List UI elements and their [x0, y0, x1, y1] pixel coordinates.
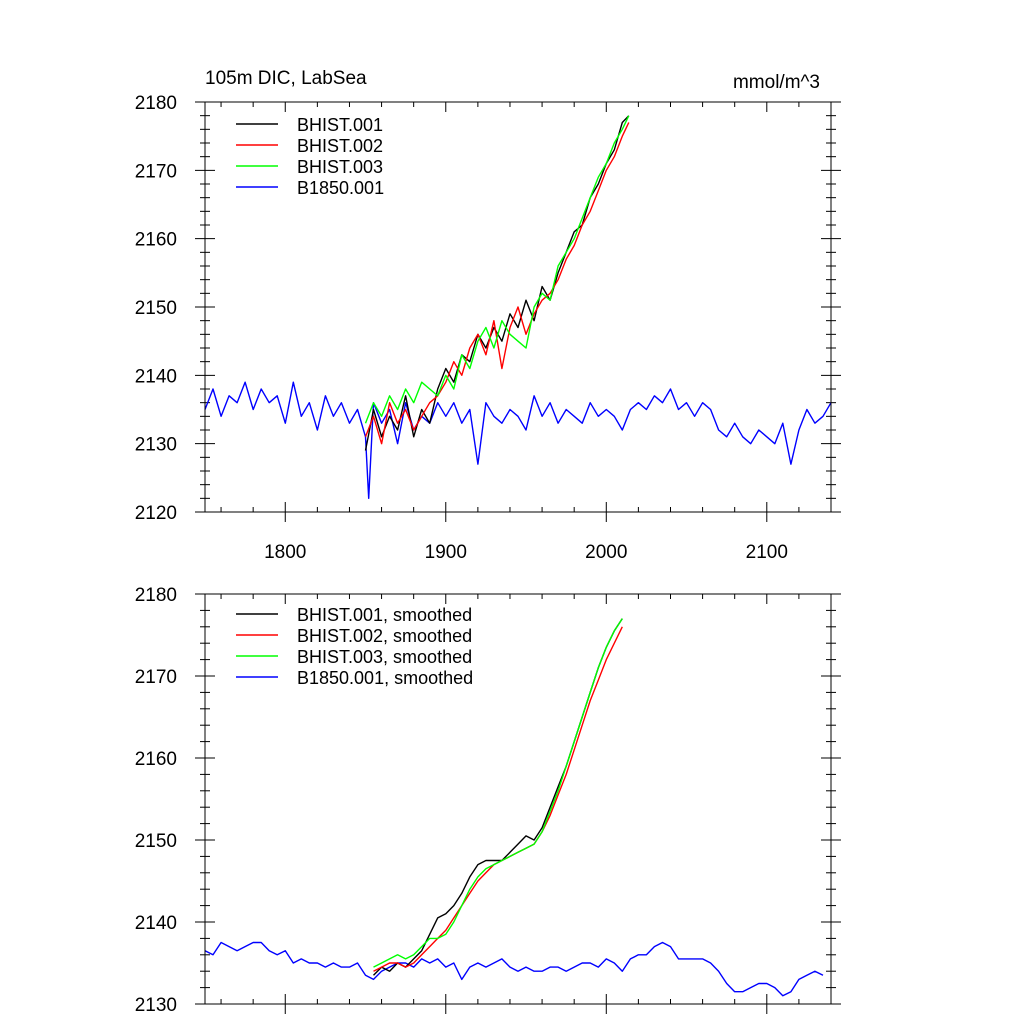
y-tick-label: 2140 — [135, 913, 177, 934]
top-panel-series — [204, 115, 832, 499]
legend-label: BHIST.002 — [297, 136, 383, 156]
series-line-3 — [204, 381, 832, 499]
legend-label: B1850.001 — [297, 178, 384, 198]
bottom-panel: 2130 2140 2150 2160 2170 2180 BHIST.001, smoo… — [135, 585, 841, 1016]
units-label: mmol/m^3 — [733, 72, 820, 93]
x-tick-label: 1900 — [425, 542, 467, 563]
y-tick-label: 2170 — [135, 667, 177, 688]
y-tick-label: 2180 — [135, 585, 177, 606]
bottom-panel-ticks: 2130 2140 2150 2160 2170 2180 — [135, 585, 841, 1016]
y-tick-label: 2160 — [135, 749, 177, 770]
legend-label: BHIST.003 — [297, 157, 383, 177]
bottom-panel-frame — [204, 593, 832, 1005]
y-tick-label: 2150 — [135, 298, 177, 319]
x-tick-label: 2100 — [746, 542, 788, 563]
series-line-1 — [364, 122, 630, 445]
y-tick-label: 2140 — [135, 366, 177, 387]
legend-label: BHIST.002, smoothed — [297, 626, 472, 646]
top-panel-ticks: 1800 1900 2000 2100 2120 2130 2140 2150 2160 2170… — [135, 93, 841, 563]
y-tick-label: 2130 — [135, 995, 177, 1016]
series-line-3 — [204, 941, 824, 997]
y-tick-label: 2180 — [135, 93, 177, 114]
legend-label: BHIST.001, smoothed — [297, 605, 472, 625]
y-tick-label: 2130 — [135, 435, 177, 456]
legend-label: BHIST.003, smoothed — [297, 647, 472, 667]
bottom-panel-series — [204, 618, 824, 997]
series-line-2 — [364, 115, 630, 424]
top-panel: 105m DIC, LabSea mmol/m^3 1800 1900 2000 21… — [135, 68, 841, 563]
x-tick-label: 2000 — [585, 542, 627, 563]
y-tick-label: 2120 — [135, 503, 177, 524]
series-line-0 — [364, 115, 630, 451]
y-tick-label: 2170 — [135, 161, 177, 182]
top-panel-frame — [204, 101, 832, 513]
y-tick-label: 2160 — [135, 230, 177, 251]
legend-label: BHIST.001 — [297, 115, 383, 135]
chart-title: 105m DIC, LabSea — [205, 68, 367, 89]
y-tick-label: 2150 — [135, 831, 177, 852]
legend-label: B1850.001, smoothed — [297, 668, 473, 688]
x-tick-label: 1800 — [264, 542, 306, 563]
series-line-2 — [373, 618, 623, 968]
